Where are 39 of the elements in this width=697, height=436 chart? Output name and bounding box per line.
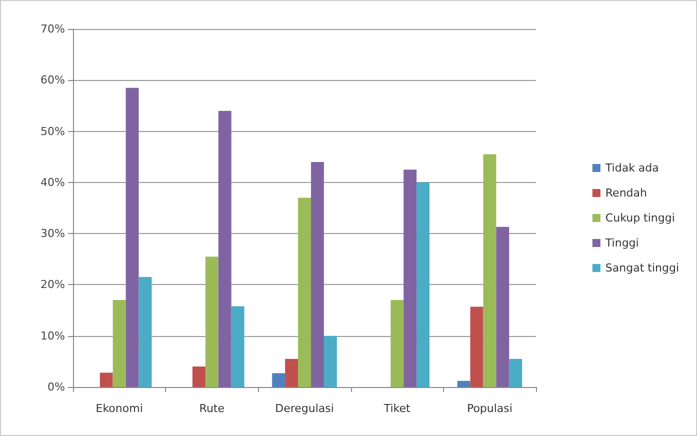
bar — [496, 226, 510, 387]
x-tick-label: Populasi — [466, 402, 512, 415]
y-tick-label: 0% — [48, 380, 65, 394]
bar — [205, 256, 218, 387]
y-tick-label: 60% — [40, 74, 65, 87]
bar — [416, 182, 430, 387]
y-tick-label: 50% — [40, 124, 65, 138]
legend-label: Tinggi — [604, 236, 639, 250]
bar — [509, 358, 522, 387]
legend-label: Tidak ada — [604, 162, 659, 174]
bar — [272, 373, 286, 387]
bar — [192, 366, 206, 387]
bar — [126, 88, 139, 387]
bar — [390, 300, 404, 387]
x-tick-label: Tiket — [382, 402, 412, 415]
y-tick-label: 70% — [40, 22, 65, 36]
bar — [457, 380, 470, 387]
x-tick-label: Rute — [199, 402, 225, 415]
y-tick-label: 30% — [40, 227, 65, 240]
x-tick-label: Deregulasi — [275, 402, 334, 415]
y-tick-label: 10% — [40, 329, 65, 342]
legend-label: Sangat tinggi — [605, 262, 680, 274]
bar — [100, 372, 113, 387]
legend-label: Cukup tinggi — [605, 212, 675, 224]
bar — [285, 358, 298, 387]
bar — [483, 154, 496, 387]
bar — [218, 110, 232, 387]
y-tick-label: 40% — [40, 176, 65, 189]
y-tick-label: 20% — [40, 278, 65, 292]
bar — [231, 306, 244, 387]
bar — [310, 162, 324, 387]
bar — [404, 170, 417, 387]
bar — [298, 198, 311, 387]
bar — [324, 336, 337, 387]
bar — [112, 300, 126, 387]
bar — [138, 277, 152, 387]
legend-label: Rendah — [605, 186, 648, 200]
bar — [470, 306, 484, 387]
x-tick-label: Ekonomi — [96, 402, 143, 415]
